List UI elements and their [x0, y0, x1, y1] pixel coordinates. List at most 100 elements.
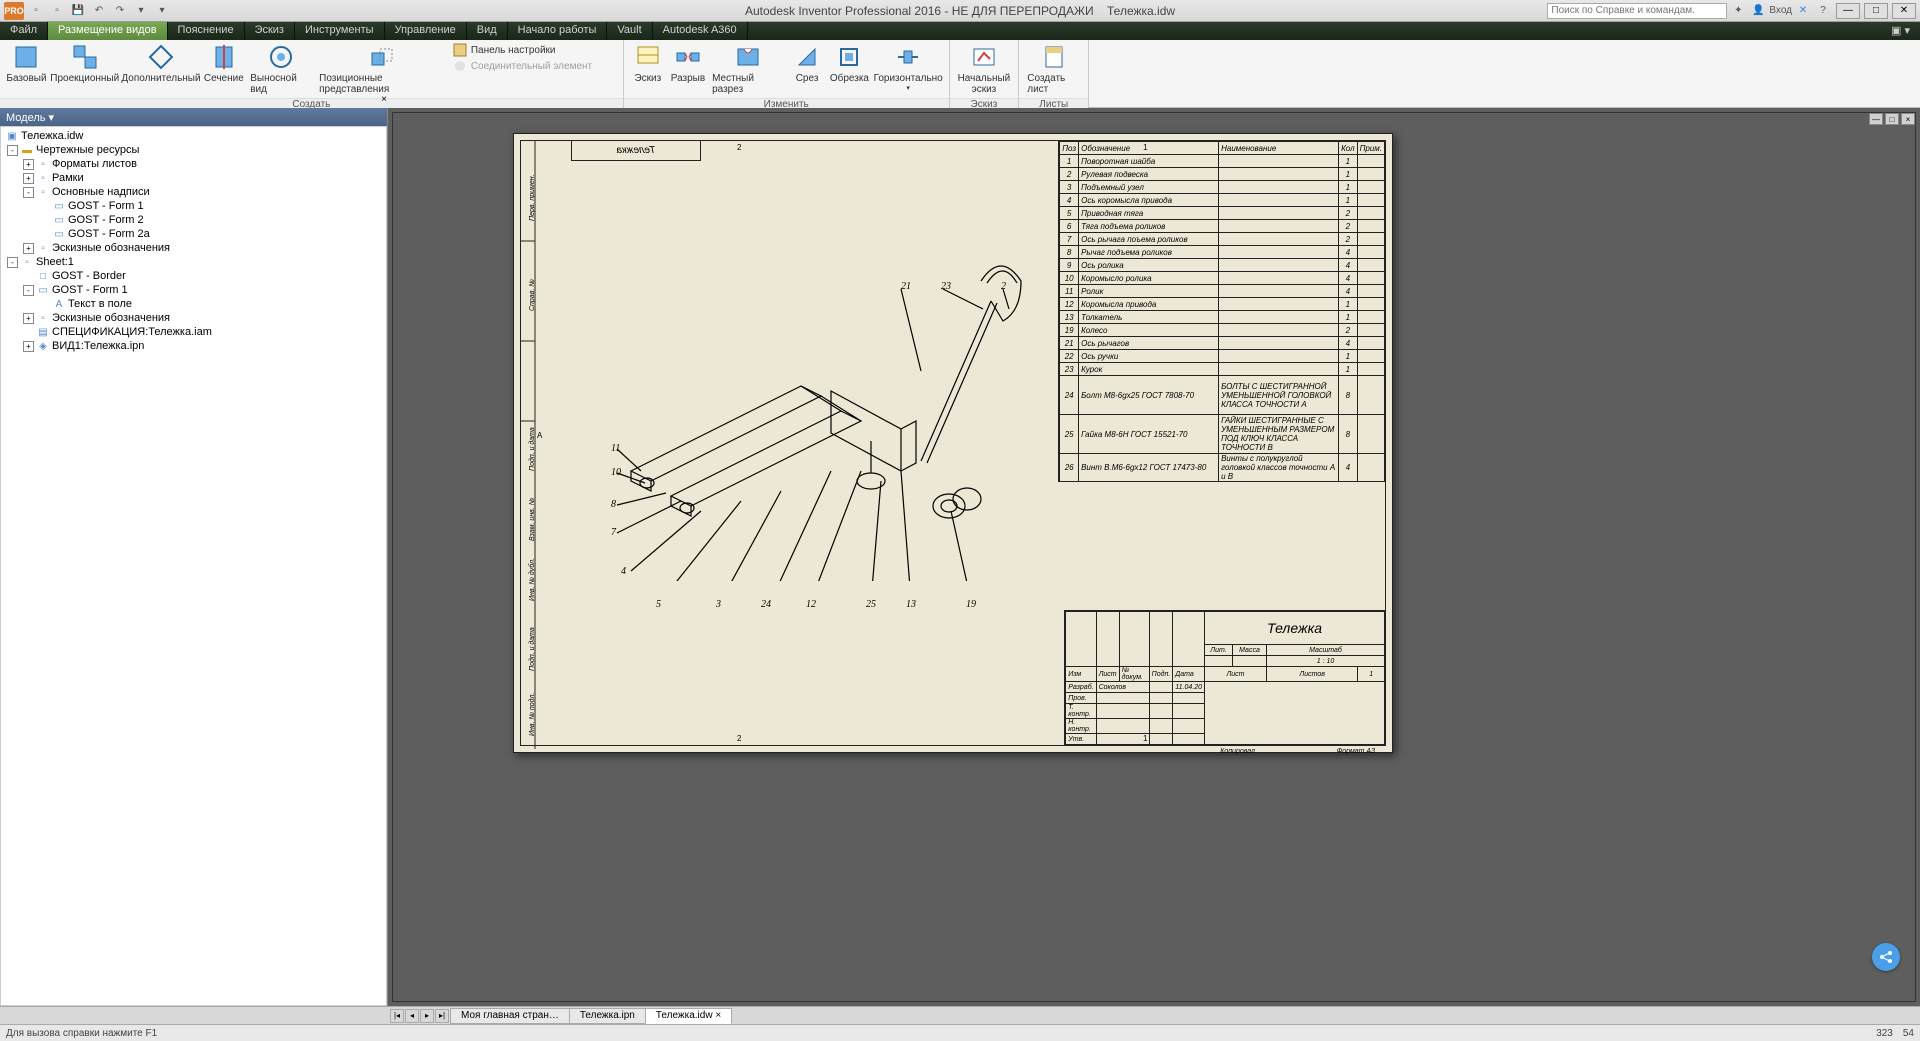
- view-icon: ◈: [36, 340, 50, 352]
- sheet-icon: ▫: [20, 256, 34, 268]
- drawing-sheet[interactable]: Тележка Перв. примен. Справ. № Подп. и д…: [513, 133, 1393, 753]
- minimize-button[interactable]: —: [1836, 3, 1860, 19]
- tab-file[interactable]: Файл: [0, 22, 48, 40]
- star-icon[interactable]: ✦: [1729, 3, 1747, 19]
- doctab-next[interactable]: ▸: [420, 1009, 434, 1023]
- qat-open[interactable]: ▫: [48, 3, 66, 19]
- tab-sketch[interactable]: Эскиз: [245, 22, 295, 40]
- maximize-button[interactable]: □: [1864, 3, 1888, 19]
- local-cut-button[interactable]: Местный разрез: [708, 42, 787, 96]
- tree-item[interactable]: -▫Sheet:1: [1, 255, 386, 269]
- create-sheet-button[interactable]: Создать лист: [1023, 42, 1084, 96]
- tree-toggle[interactable]: +: [23, 341, 34, 352]
- tb-izm: Изм: [1066, 667, 1096, 682]
- tree-item[interactable]: +▫Эскизные обозначения: [1, 311, 386, 325]
- tree-toggle[interactable]: +: [23, 243, 34, 254]
- panel-settings-label: Панель настройки: [471, 45, 556, 56]
- tree-item[interactable]: -▭GOST - Form 1: [1, 283, 386, 297]
- qat-redo[interactable]: ↷: [111, 3, 129, 19]
- panel-settings-button[interactable]: Панель настройки: [449, 42, 619, 58]
- tree-toggle[interactable]: +: [23, 159, 34, 170]
- doctab-last[interactable]: ▸|: [435, 1009, 449, 1023]
- canvas-min[interactable]: —: [1869, 113, 1883, 125]
- browser-close-icon[interactable]: ×: [381, 94, 387, 105]
- tab-getstarted[interactable]: Начало работы: [508, 22, 608, 40]
- tree-item[interactable]: ▭GOST - Form 1: [1, 199, 386, 213]
- tree-item[interactable]: +▫Эскизные обозначения: [1, 241, 386, 255]
- help-search-input[interactable]: [1547, 3, 1727, 19]
- tree-item[interactable]: □GOST - Border: [1, 269, 386, 283]
- status-coord-y: 54: [1903, 1028, 1914, 1039]
- doctab-first[interactable]: |◂: [390, 1009, 404, 1023]
- tree-item[interactable]: +◈ВИД1:Тележка.ipn: [1, 339, 386, 353]
- exchange-icon[interactable]: ✕: [1794, 3, 1812, 19]
- doctab-prev[interactable]: ◂: [405, 1009, 419, 1023]
- crop-button[interactable]: Обрезка: [827, 42, 872, 85]
- qat-print[interactable]: ▾: [132, 3, 150, 19]
- canvas-max[interactable]: □: [1885, 113, 1899, 125]
- signin-icon[interactable]: 👤: [1749, 3, 1767, 19]
- help-icon[interactable]: ?: [1814, 3, 1832, 19]
- tree-toggle[interactable]: -: [23, 187, 34, 198]
- share-badge[interactable]: [1872, 943, 1900, 971]
- tree-item[interactable]: -▬Чертежные ресурсы: [1, 143, 386, 157]
- tree-item[interactable]: -▫Основные надписи: [1, 185, 386, 199]
- qat-save[interactable]: 💾: [69, 3, 87, 19]
- tab-view[interactable]: Вид: [467, 22, 508, 40]
- tree-toggle[interactable]: +: [23, 173, 34, 184]
- base-view-button[interactable]: Базовый: [4, 42, 49, 85]
- status-bar: Для вызова справки нажмите F1 323 54: [0, 1024, 1920, 1041]
- canvas-close[interactable]: ×: [1901, 113, 1915, 125]
- sketch-button[interactable]: Эскиз: [628, 42, 668, 85]
- doctab-ipn[interactable]: Тележка.ipn: [569, 1008, 646, 1024]
- horizontal-button[interactable]: Горизонтально▾: [872, 42, 945, 93]
- tree-item[interactable]: AТекст в поле: [1, 297, 386, 311]
- status-coord-x: 323: [1876, 1028, 1893, 1039]
- tab-manage[interactable]: Управление: [385, 22, 467, 40]
- tab-annotate[interactable]: Пояснение: [168, 22, 245, 40]
- positional-rep-button[interactable]: Позиционные представления: [315, 42, 449, 96]
- tree-item[interactable]: +▫Рамки: [1, 171, 386, 185]
- qat-more[interactable]: ▾: [153, 3, 171, 19]
- tree-toggle[interactable]: +: [23, 313, 34, 324]
- browser-header[interactable]: Модель ▾: [0, 108, 387, 126]
- break-button[interactable]: Разрыв: [668, 42, 708, 85]
- app-icon[interactable]: PRO: [4, 2, 24, 20]
- cut-button[interactable]: Срез: [787, 42, 827, 85]
- tree-root[interactable]: ▣Тележка.idw: [1, 129, 386, 143]
- doctab-home[interactable]: Моя главная стран…: [450, 1008, 570, 1024]
- projected-view-button[interactable]: Проекционный: [49, 42, 121, 85]
- qat-new[interactable]: ▫: [27, 3, 45, 19]
- tab-vault[interactable]: Vault: [607, 22, 652, 40]
- auxiliary-view-button[interactable]: Дополнительный: [121, 42, 202, 85]
- tree-toggle[interactable]: -: [7, 257, 18, 268]
- tab-tools[interactable]: Инструменты: [295, 22, 385, 40]
- section-view-button[interactable]: Сечение: [201, 42, 246, 85]
- tree-item[interactable]: ▭GOST - Form 2a: [1, 227, 386, 241]
- tab-collapse[interactable]: ▣ ▾: [1881, 22, 1920, 40]
- tree-item-label: Форматы листов: [52, 158, 137, 170]
- tab-a360[interactable]: Autodesk A360: [653, 22, 748, 40]
- tree-toggle[interactable]: -: [23, 285, 34, 296]
- tab-place-views[interactable]: Размещение видов: [48, 22, 168, 40]
- bom-row: 22Ось ручки1: [1060, 350, 1385, 363]
- tree-item-label: Чертежные ресурсы: [36, 144, 139, 156]
- detail-view-button[interactable]: Выносной вид: [246, 42, 315, 96]
- tree-item[interactable]: ▤СПЕЦИФИКАЦИЯ:Тележка.iam: [1, 325, 386, 339]
- doctab-idw[interactable]: Тележка.idw ×: [645, 1008, 732, 1024]
- canvas-area[interactable]: — □ × Тележка Перв. примен. Справ. № Под…: [388, 108, 1920, 1006]
- tb-sheets-n: 1: [1358, 667, 1385, 682]
- start-sketch-button[interactable]: Начальный эскиз: [954, 42, 1015, 96]
- app-pro-label: PRO: [4, 6, 24, 16]
- sheet-icon: ▫: [36, 242, 50, 254]
- conn-elem-label: Соединительный элемент: [471, 61, 592, 72]
- login-label[interactable]: Вход: [1769, 5, 1792, 16]
- tree-item[interactable]: ▭GOST - Form 2: [1, 213, 386, 227]
- tree-toggle[interactable]: -: [7, 145, 18, 156]
- bom-row: 25Гайка М8-6Н ГОСТ 15521-70ГАЙКИ ШЕСТИГР…: [1060, 415, 1385, 454]
- drawing-view: [571, 211, 1031, 581]
- qat-undo[interactable]: ↶: [90, 3, 108, 19]
- tree-item[interactable]: +▫Форматы листов: [1, 157, 386, 171]
- close-button[interactable]: ✕: [1892, 3, 1916, 19]
- crop-label: Обрезка: [830, 73, 869, 84]
